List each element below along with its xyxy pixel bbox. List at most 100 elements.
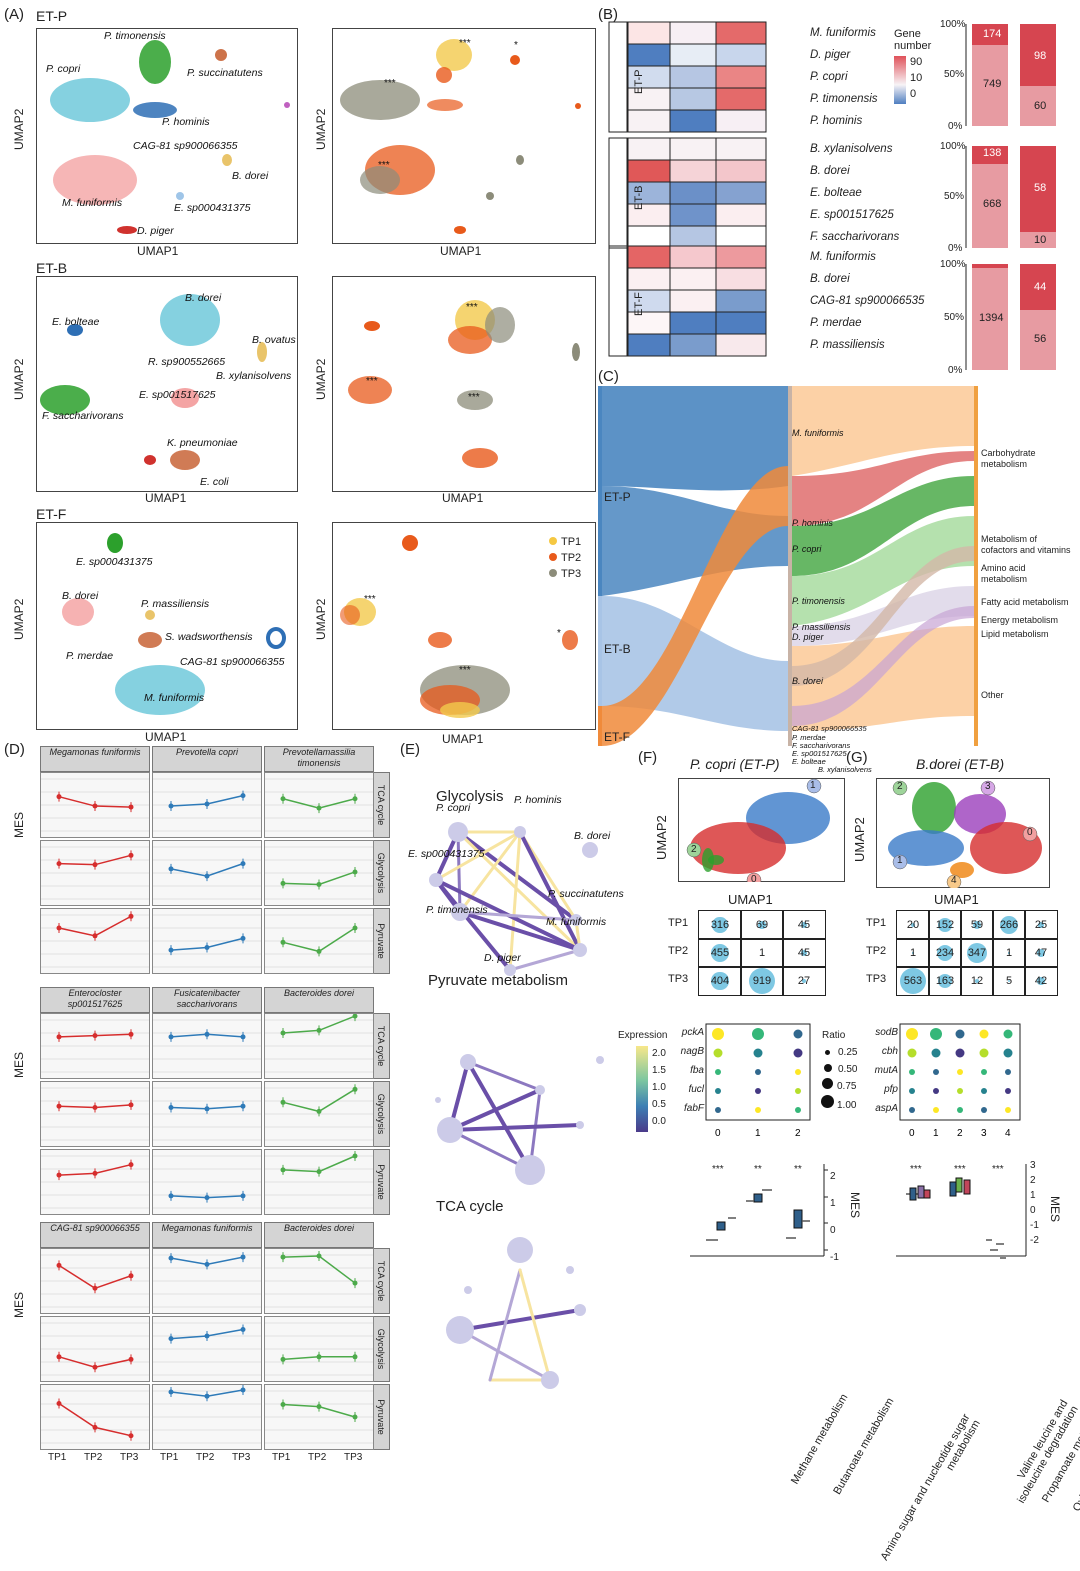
facet-side-label: TCA cycle xyxy=(372,1013,390,1079)
dotplot-x-tick: 2 xyxy=(795,1128,801,1139)
svg-text:50%: 50% xyxy=(944,191,964,202)
umap-label: S. wadsworthensis xyxy=(165,631,253,643)
table-cell: 20 xyxy=(896,910,930,940)
sankey-left-node: ET-F xyxy=(604,730,630,744)
sankey-right-node: Amino acid metabolism xyxy=(981,563,1028,584)
facet-line xyxy=(153,778,261,832)
mes-tick: -1 xyxy=(830,1252,839,1263)
svg-text:0%: 0% xyxy=(948,365,963,376)
dotplot-dot xyxy=(755,1088,761,1094)
bar-value: 174 xyxy=(983,28,1002,40)
dotplot-dot xyxy=(981,1107,987,1113)
dotplot-dot xyxy=(957,1088,963,1094)
sankey-mid-node: P. merdae xyxy=(792,733,826,742)
table-cell: 455 xyxy=(698,938,742,968)
network-node-label: P. timonensis xyxy=(426,904,488,916)
dotplot-x-tick: 0 xyxy=(909,1128,915,1139)
dotplot-dot xyxy=(909,1088,915,1094)
gene-number-legend-title: Gene number xyxy=(894,28,932,52)
facet-line xyxy=(153,1019,261,1073)
group-label-etp: ET-P xyxy=(36,8,68,24)
facet-plot xyxy=(152,1248,262,1314)
legend-tick: 2.0 xyxy=(652,1048,666,1059)
network-title: TCA cycle xyxy=(436,1198,504,1215)
facet-line xyxy=(41,778,149,832)
table-cell: 1 xyxy=(740,938,784,968)
facet-line xyxy=(153,914,261,968)
legend-tick: 1.00 xyxy=(837,1100,857,1111)
ratio-legend-title: Ratio xyxy=(822,1030,846,1041)
sankey-mid-node: P. copri xyxy=(792,544,822,554)
boxplot-f xyxy=(690,1164,828,1257)
cluster-label: 0 xyxy=(751,874,757,885)
facet-plot xyxy=(264,1316,374,1382)
boxplot-g xyxy=(896,1164,1027,1259)
umap-label: B. xylanisolvens xyxy=(216,370,292,382)
umap-label: P. copri xyxy=(46,63,81,75)
facet-plot xyxy=(40,1384,150,1450)
facet-line xyxy=(41,1254,149,1308)
bar-value: 44 xyxy=(1034,281,1047,293)
table-cell: 316 xyxy=(698,910,742,940)
sankey-mid-node: P. massiliensis xyxy=(792,622,851,632)
facet-line xyxy=(265,1251,373,1308)
table-cell: 69 xyxy=(740,910,784,940)
umap-label: R. sp900552665 xyxy=(148,356,226,368)
umap-g-clusters xyxy=(888,780,1042,888)
mes-axis-label: MES xyxy=(12,1051,26,1078)
x-tick: TP1 xyxy=(160,1452,179,1463)
dotplot-dot xyxy=(909,1107,915,1113)
gene-label: fucl xyxy=(688,1084,704,1095)
sankey-right-node: Energy metabolism xyxy=(981,615,1059,625)
umap-label: M. funiformis xyxy=(144,692,205,704)
legend-tick: 1.0 xyxy=(652,1082,666,1093)
facet-plot xyxy=(264,840,374,906)
table-cell: 5 xyxy=(992,966,1026,996)
bar-value: 60 xyxy=(1034,100,1047,112)
mes-tick: -1 xyxy=(1030,1220,1039,1231)
facet-title: Enterocloster sp001517625 xyxy=(40,987,150,1013)
table-cell: 1 xyxy=(992,938,1026,968)
heatmap-rows-etb: B. xylanisolvens B. dorei E. bolteae E. … xyxy=(810,138,899,248)
sig-star: *** xyxy=(468,392,480,403)
table-cell: 404 xyxy=(698,966,742,996)
gene-number-ticks: 90 10 0 xyxy=(910,54,922,102)
heatmap-row-label: E. sp001517625 xyxy=(810,209,894,221)
dotplot-x-tick: 3 xyxy=(981,1128,987,1139)
dotplot-dot xyxy=(793,1029,803,1039)
sig-star: *** xyxy=(992,1164,1004,1175)
legend-tick: 0.5 xyxy=(652,1099,666,1110)
heatmap-row-label: P. merdae xyxy=(810,317,862,329)
mes-tick: 2 xyxy=(1030,1175,1036,1186)
facet-line xyxy=(265,1151,373,1209)
sig-star: *** xyxy=(712,1164,724,1175)
dotplot-f: 0 1 2 pckA nagB fba fucl fabF xyxy=(660,1022,811,1142)
tp1-label: TP1 xyxy=(561,536,582,548)
dotplot-svg: 0 1 2 3 4 xyxy=(899,1023,1021,1139)
facet-line xyxy=(265,1014,373,1073)
dotplot-dot xyxy=(755,1069,761,1075)
legend-tick: 10 xyxy=(910,72,923,84)
heatmap-row-label: P. copri xyxy=(810,71,848,83)
dotplot-dot xyxy=(1005,1069,1011,1075)
sankey-mid-node: B. dorei xyxy=(792,676,824,686)
heatmap-group-label: ET-B xyxy=(633,185,645,210)
gene-label: sodB xyxy=(875,1027,898,1038)
legend-tick: 90 xyxy=(910,56,923,68)
dotplot-dot xyxy=(713,1048,723,1058)
tp3-label: TP3 xyxy=(561,568,582,580)
sig-star: *** xyxy=(910,1164,922,1175)
gene-label: fabF xyxy=(683,1103,704,1114)
sig-star: *** xyxy=(364,594,376,605)
facet-plot xyxy=(40,1081,150,1147)
dotplot-dot xyxy=(1005,1107,1011,1113)
tp3-swatch xyxy=(549,569,557,577)
umap-label: B. dorei xyxy=(232,170,269,182)
facet-side-label: Pyruvate xyxy=(372,908,390,974)
gene-label: fba xyxy=(690,1065,704,1076)
facet-line xyxy=(265,1390,373,1444)
umap1-label: UMAP1 xyxy=(442,732,484,746)
cluster-label: 4 xyxy=(951,875,957,886)
dotplot-g: 0 1 2 3 4 sodB cbh mutA pfp aspA xyxy=(854,1022,1054,1142)
mes-ticks: 3 2 1 0 -1 -2 xyxy=(1030,1158,1039,1248)
